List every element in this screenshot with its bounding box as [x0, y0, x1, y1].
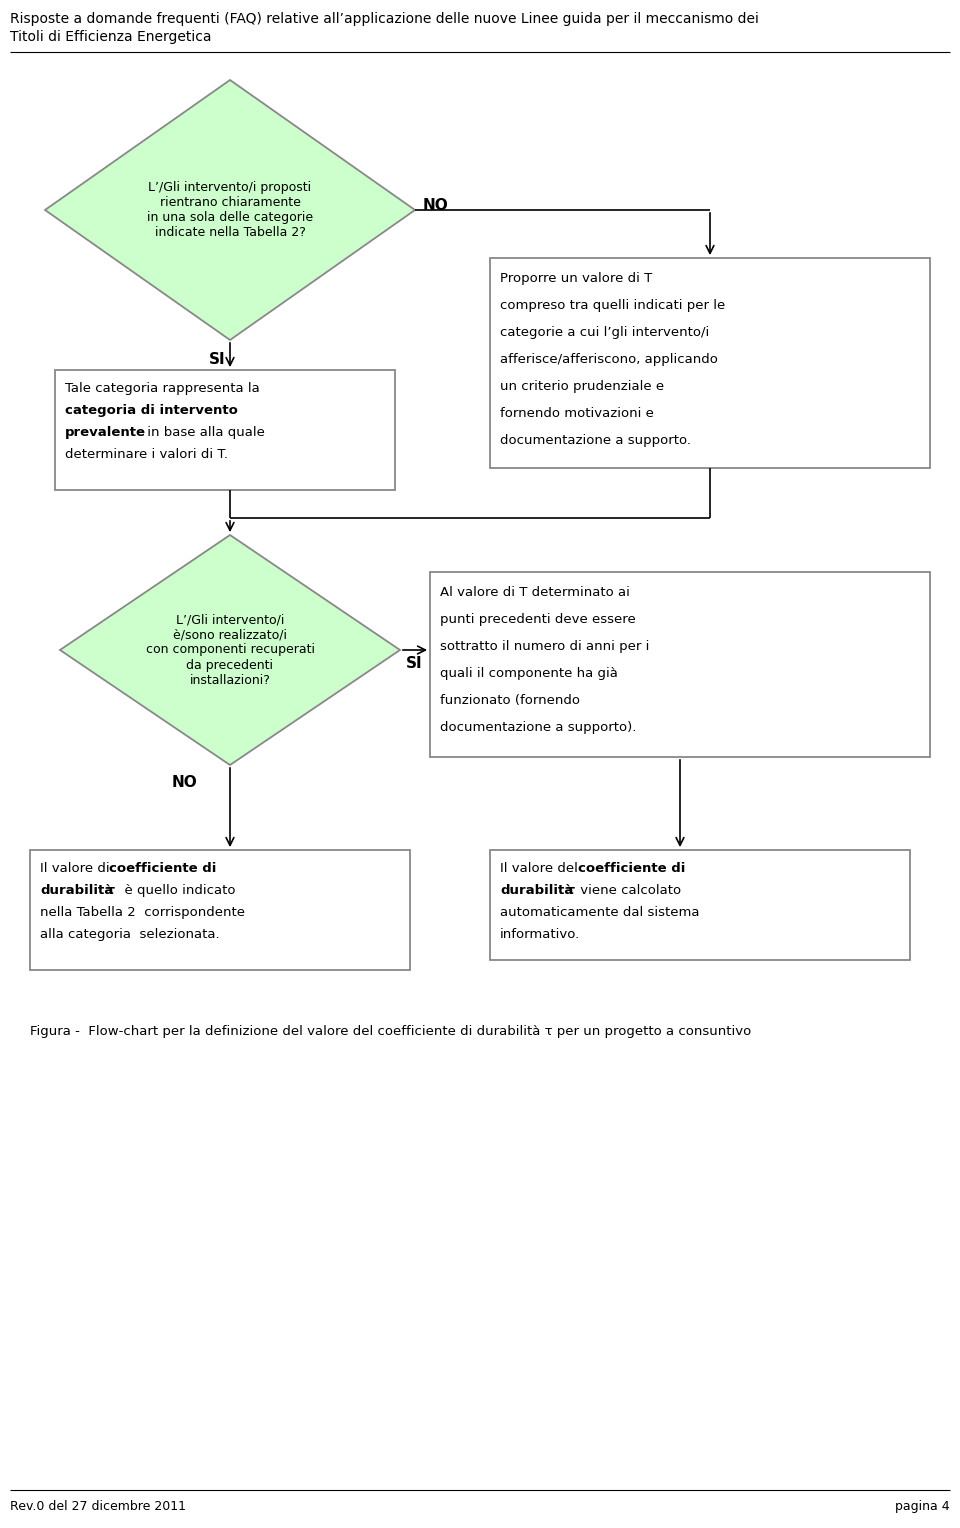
Text: τ: τ [562, 885, 575, 897]
Text: fornendo motivazioni e: fornendo motivazioni e [500, 406, 654, 420]
Text: documentazione a supporto.: documentazione a supporto. [500, 434, 691, 448]
Text: sottratto il numero di anni per i: sottratto il numero di anni per i [440, 640, 649, 652]
Text: SI: SI [406, 656, 422, 671]
Text: NO: NO [423, 199, 448, 212]
FancyBboxPatch shape [490, 850, 910, 960]
Text: Tale categoria rappresenta la: Tale categoria rappresenta la [65, 382, 260, 396]
Text: nella Tabella 2  corrispondente: nella Tabella 2 corrispondente [40, 906, 245, 918]
Text: NO: NO [172, 775, 198, 790]
Text: L’/Gli intervento/i proposti
rientrano chiaramente
in una sola delle categorie
i: L’/Gli intervento/i proposti rientrano c… [147, 180, 313, 238]
FancyBboxPatch shape [430, 571, 930, 756]
Text: quali il componente ha già: quali il componente ha già [440, 668, 618, 680]
Text: informativo.: informativo. [500, 927, 580, 941]
Text: documentazione a supporto).: documentazione a supporto). [440, 721, 636, 733]
Text: Titoli di Efficienza Energetica: Titoli di Efficienza Energetica [10, 31, 211, 44]
Text: determinare i valori di T.: determinare i valori di T. [65, 448, 228, 461]
Text: Rev.0 del 27 dicembre 2011: Rev.0 del 27 dicembre 2011 [10, 1500, 186, 1513]
Text: Il valore di: Il valore di [40, 862, 114, 876]
FancyBboxPatch shape [55, 370, 395, 490]
Text: punti precedenti deve essere: punti precedenti deve essere [440, 613, 636, 626]
Text: categoria di intervento: categoria di intervento [65, 403, 238, 417]
Text: è quello indicato: è quello indicato [116, 885, 235, 897]
Text: categorie a cui l’gli intervento/i: categorie a cui l’gli intervento/i [500, 325, 709, 339]
Text: durabilità: durabilità [500, 885, 573, 897]
Text: Risposte a domande frequenti (FAQ) relative all’applicazione delle nuove Linee g: Risposte a domande frequenti (FAQ) relat… [10, 12, 758, 26]
Polygon shape [45, 79, 415, 341]
Text: in base alla quale: in base alla quale [143, 426, 265, 439]
Text: Il valore del: Il valore del [500, 862, 582, 876]
Text: coefficiente di: coefficiente di [578, 862, 685, 876]
Text: compreso tra quelli indicati per le: compreso tra quelli indicati per le [500, 299, 725, 312]
Text: Al valore di T determinato ai: Al valore di T determinato ai [440, 587, 630, 599]
Text: funzionato (fornendo: funzionato (fornendo [440, 694, 580, 707]
Text: un criterio prudenziale e: un criterio prudenziale e [500, 380, 664, 393]
Polygon shape [60, 535, 400, 766]
Text: τ: τ [102, 885, 115, 897]
Text: viene calcolato: viene calcolato [576, 885, 682, 897]
Text: Proporre un valore di T: Proporre un valore di T [500, 272, 652, 286]
Text: Figura -  Flow-chart per la definizione del valore del coefficiente di durabilit: Figura - Flow-chart per la definizione d… [30, 1025, 752, 1038]
FancyBboxPatch shape [490, 258, 930, 468]
Text: L’/Gli intervento/i
è/sono realizzato/i
con componenti recuperati
da precedenti
: L’/Gli intervento/i è/sono realizzato/i … [146, 614, 315, 686]
Text: durabilità: durabilità [40, 885, 113, 897]
Text: pagina 4: pagina 4 [896, 1500, 950, 1513]
FancyBboxPatch shape [30, 850, 410, 970]
Text: alla categoria  selezionata.: alla categoria selezionata. [40, 927, 220, 941]
Text: automaticamente dal sistema: automaticamente dal sistema [500, 906, 700, 918]
Text: SI: SI [208, 351, 225, 367]
Text: prevalente: prevalente [65, 426, 146, 439]
Text: coefficiente di: coefficiente di [109, 862, 216, 876]
Text: afferisce/afferiscono, applicando: afferisce/afferiscono, applicando [500, 353, 718, 367]
